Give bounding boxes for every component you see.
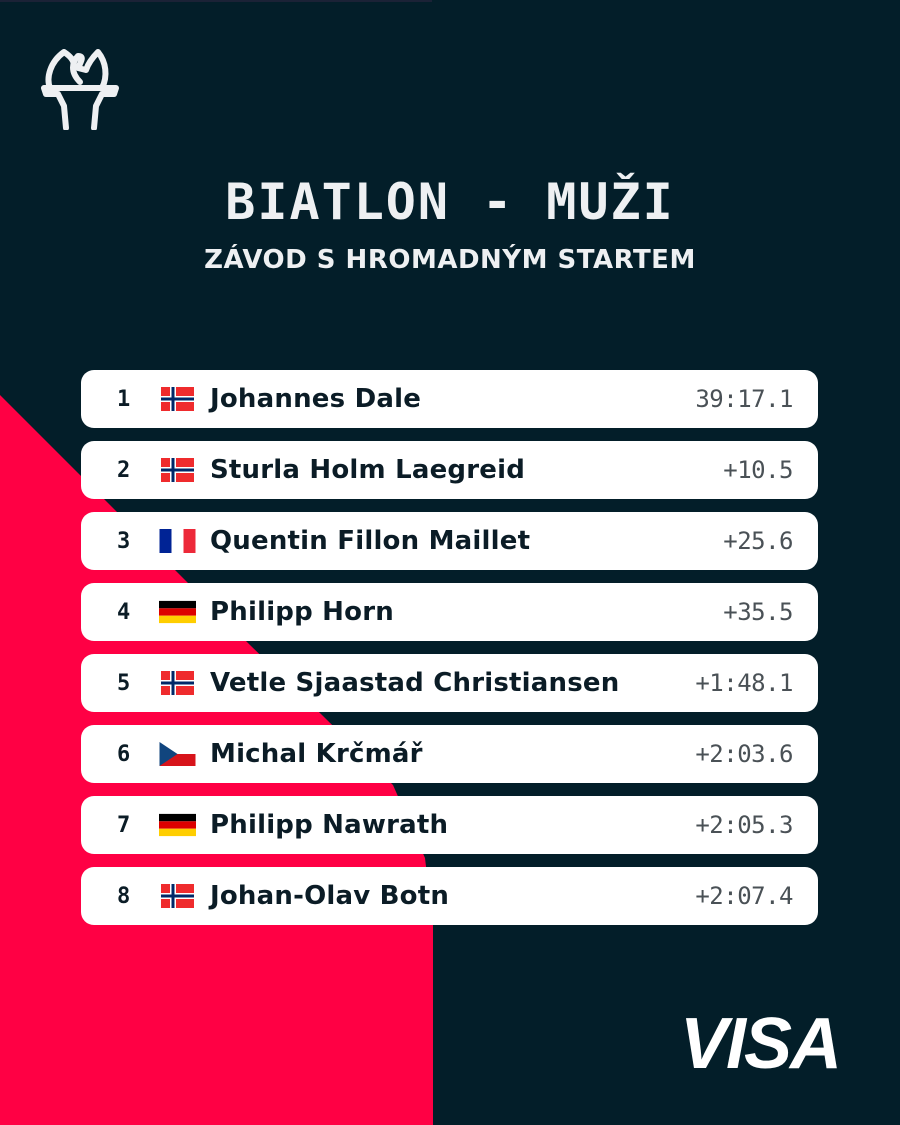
france-flag-icon [159,529,196,553]
rank: 3 [117,528,131,554]
athlete-name: Vetle Sjaastad Christiansen [210,668,620,698]
result-time: 39:17.1 [695,385,793,413]
rank: 1 [117,386,131,412]
rank: 5 [117,670,131,696]
athlete-name: Philipp Horn [210,597,394,627]
result-row: 8 Johan-Olav Botn +2:07.4 [81,867,818,925]
olympic-torch-icon [41,49,119,130]
germany-flag-icon [159,600,196,624]
norway-flag-icon [161,884,194,908]
rank: 6 [117,741,131,767]
athlete-name: Michal Krčmář [210,739,423,769]
athlete-name: Johan-Olav Botn [210,881,450,911]
norway-flag-icon [161,387,194,411]
result-row: 7 Philipp Nawrath +2:05.3 [81,796,818,854]
results-list: 1 Johannes Dale 39:17.1 2 Sturla Holm La… [81,370,818,938]
germany-flag-icon [159,813,196,837]
athlete-name: Sturla Holm Laegreid [210,455,526,485]
result-time: +1:48.1 [695,669,793,697]
norway-flag-icon [161,671,194,695]
result-row: 4 Philipp Horn +35.5 [81,583,818,641]
rank: 7 [117,812,131,838]
page-subtitle: ZÁVOD S HROMADNÝM STARTEM [204,245,696,275]
athlete-name: Philipp Nawrath [210,810,449,840]
result-row: 3 Quentin Fillon Maillet +25.6 [81,512,818,570]
visa-logo-text: VISA [680,1010,840,1076]
result-row: 1 Johannes Dale 39:17.1 [81,370,818,428]
result-time: +2:05.3 [695,811,793,839]
result-time: +25.6 [723,527,793,555]
result-time: +2:07.4 [695,882,793,910]
rank: 8 [117,883,131,909]
visa-logo-icon: VISA [680,1010,842,1076]
result-time: +2:03.6 [695,740,793,768]
rank: 4 [117,599,131,625]
result-time: +35.5 [723,598,793,626]
czech-flag-icon [159,742,196,766]
result-row: 5 Vetle Sjaastad Christiansen +1:48.1 [81,654,818,712]
result-time: +10.5 [723,456,793,484]
result-row: 2 Sturla Holm Laegreid +10.5 [81,441,818,499]
norway-flag-icon [161,458,194,482]
athlete-name: Johannes Dale [210,384,422,414]
athlete-name: Quentin Fillon Maillet [210,526,531,556]
result-row: 6 Michal Krčmář +2:03.6 [81,725,818,783]
top-strip [0,0,432,2]
rank: 2 [117,457,131,483]
page-title: BIATLON - MUŽI [225,173,675,231]
